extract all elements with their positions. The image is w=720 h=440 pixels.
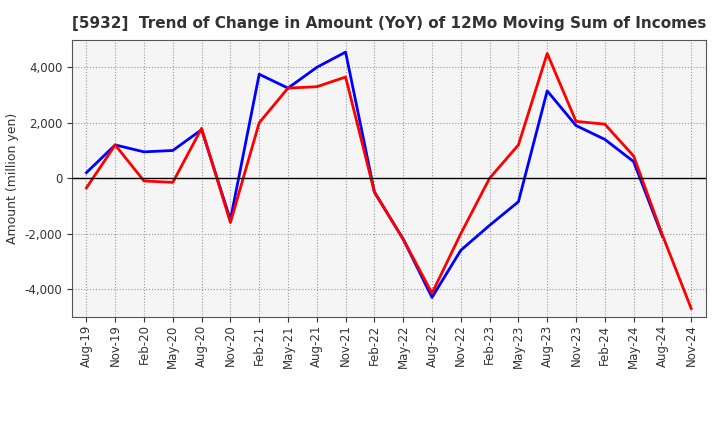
- Net Income: [629, 154, 638, 159]
- Ordinary Income: [600, 137, 609, 142]
- Ordinary Income: [370, 189, 379, 194]
- Ordinary Income: [399, 237, 408, 242]
- Net Income: [82, 185, 91, 191]
- Net Income: [111, 142, 120, 147]
- Ordinary Income: [629, 159, 638, 164]
- Ordinary Income: [226, 217, 235, 222]
- Ordinary Income: [82, 170, 91, 175]
- Ordinary Income: [284, 85, 292, 91]
- Net Income: [485, 176, 494, 181]
- Ordinary Income: [658, 234, 667, 239]
- Ordinary Income: [197, 127, 206, 132]
- Net Income: [226, 220, 235, 225]
- Net Income: [600, 121, 609, 127]
- Net Income: [456, 231, 465, 236]
- Ordinary Income: [572, 123, 580, 128]
- Net Income: [255, 120, 264, 125]
- Net Income: [140, 178, 148, 183]
- Title: [5932]  Trend of Change in Amount (YoY) of 12Mo Moving Sum of Incomes: [5932] Trend of Change in Amount (YoY) o…: [71, 16, 706, 32]
- Ordinary Income: [485, 223, 494, 228]
- Line: Net Income: Net Income: [86, 53, 691, 308]
- Ordinary Income: [341, 49, 350, 55]
- Net Income: [572, 119, 580, 124]
- Net Income: [168, 180, 177, 185]
- Ordinary Income: [111, 142, 120, 147]
- Net Income: [687, 306, 696, 311]
- Ordinary Income: [428, 295, 436, 300]
- Net Income: [370, 189, 379, 194]
- Ordinary Income: [168, 148, 177, 153]
- Net Income: [428, 290, 436, 296]
- Net Income: [341, 74, 350, 80]
- Ordinary Income: [543, 88, 552, 94]
- Net Income: [543, 51, 552, 56]
- Net Income: [284, 85, 292, 91]
- Ordinary Income: [456, 248, 465, 253]
- Net Income: [399, 237, 408, 242]
- Line: Ordinary Income: Ordinary Income: [86, 52, 662, 297]
- Net Income: [312, 84, 321, 89]
- Ordinary Income: [140, 149, 148, 154]
- Net Income: [658, 232, 667, 238]
- Ordinary Income: [312, 65, 321, 70]
- Net Income: [514, 142, 523, 147]
- Ordinary Income: [514, 199, 523, 205]
- Y-axis label: Amount (million yen): Amount (million yen): [6, 113, 19, 244]
- Net Income: [197, 126, 206, 131]
- Ordinary Income: [255, 72, 264, 77]
